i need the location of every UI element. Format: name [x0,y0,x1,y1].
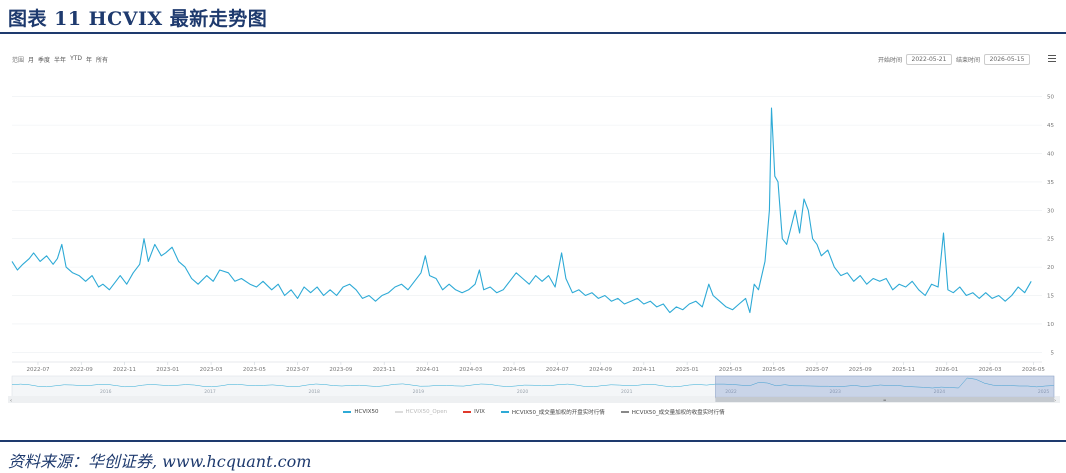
legend-item-hcvix50[interactable]: HCVIX50 [343,408,379,416]
x-tick-label: 2022-07 [26,367,49,373]
x-tick-label: 2024-11 [632,367,655,373]
x-tick-label: 2025-11 [892,367,915,373]
x-tick-label: 2023-01 [156,367,179,373]
y-tick-label: 25 [1047,237,1054,243]
source-rule [0,440,1066,442]
navigator-year-label: 2025 [1038,389,1050,395]
x-tick-label: 2025-09 [849,367,872,373]
x-tick-label: 2024-03 [459,367,482,373]
navigator-year-label: 2017 [204,389,216,395]
range-button-all[interactable]: 所有 [96,57,109,64]
legend-swatch [343,411,352,413]
scrollbar-grip[interactable]: ≡ [883,398,886,403]
x-tick-label: 2024-09 [589,367,612,373]
end-date-input[interactable]: 2026-05-15 [984,54,1030,65]
navigator-year-label: 2024 [934,389,946,395]
scroll-left-arrow[interactable]: ‹ [10,398,12,404]
legend-item-vw-close[interactable]: HCVIX50_成交量加权的收盘实时行情 [620,408,725,416]
navigator-selection[interactable] [715,375,1055,399]
legend-swatch [463,411,472,413]
x-tick-label: 2025-05 [762,367,785,373]
legend: HCVIX50 HCVIX50_Open IVIX HCVIX50_成交量加权的… [8,408,1060,416]
x-tick-label: 2022-09 [70,367,93,373]
x-tick-label: 2025-07 [805,367,828,373]
legend-swatch [394,411,403,413]
legend-item-hcvix50-open[interactable]: HCVIX50_Open [394,408,448,416]
y-tick-label: 15 [1047,294,1054,300]
x-tick-label: 2023-03 [200,367,223,373]
range-button-ytd[interactable]: YTD [70,55,83,62]
navigator-scrollbar-thumb[interactable] [715,397,1054,402]
hamburger-menu-icon[interactable] [1048,55,1056,63]
scroll-right-arrow[interactable]: › [1054,398,1056,404]
range-label: 范围 [12,57,25,64]
x-tick-label: 2024-07 [546,367,569,373]
legend-label: HCVIX50_成交量加权的开盘实时行情 [511,410,605,416]
legend-swatch [500,411,509,413]
navigator-year-label: 2019 [413,389,425,395]
y-tick-label: 35 [1047,180,1054,186]
source-note: 资料来源：华创证券, www.hcquant.com [8,452,312,471]
chart-panel: 范围 月 季度 半年 YTD 年 所有 开始时间 2022-05-21 结束时间… [8,46,1060,432]
title-rule [0,32,1066,34]
navigator-year-label: 2016 [100,389,112,395]
legend-label: IVIX [474,409,485,415]
y-tick-label: 30 [1047,208,1054,214]
y-tick-label: 20 [1047,265,1054,271]
start-date-input[interactable]: 2022-05-21 [905,54,952,65]
legend-swatch [620,411,629,413]
x-tick-label: 2025-01 [676,367,699,373]
series-line-hcvix50 [11,107,1032,314]
y-tick-label: 45 [1047,123,1054,129]
y-tick-label: 5 [1051,350,1055,356]
navigator-series-line [11,377,1055,389]
x-tick-label: 2023-05 [243,367,266,373]
x-tick-label: 2022-11 [113,367,136,373]
x-tick-label: 2023-11 [373,367,396,373]
legend-item-ivix[interactable]: IVIX [463,408,485,416]
figure-title: 图表 11 HCVIX 最新走势图 [8,8,268,30]
navigator-year-label: 2018 [308,389,320,395]
range-button-quarter[interactable]: 季度 [38,57,51,64]
legend-label: HCVIX50_Open [405,409,448,415]
end-date-label: 结束时间 [955,57,980,64]
x-tick-label: 2024-01 [416,367,439,373]
legend-label: HCVIX50_成交量加权的收盘实时行情 [631,410,725,416]
start-date-label: 开始时间 [877,57,902,64]
navigator-year-label: 2021 [621,389,633,395]
x-tick-label: 2023-09 [329,367,352,373]
range-button-month[interactable]: 月 [28,57,35,64]
legend-item-vw-open[interactable]: HCVIX50_成交量加权的开盘实时行情 [500,408,605,416]
range-button-year[interactable]: 年 [86,57,93,64]
navigator-scrollbar[interactable] [8,396,1060,403]
range-button-half-year[interactable]: 半年 [54,57,67,64]
x-tick-label: 2026-03 [979,367,1002,373]
navigator-year-label: 2020 [517,389,529,395]
range-selector: 范围 月 季度 半年 YTD 年 所有 [12,55,108,64]
x-tick-label: 2024-05 [503,367,526,373]
x-tick-label: 2026-05 [1022,367,1045,373]
legend-label: HCVIX50 [354,409,379,415]
navigator-year-label: 2022 [725,389,737,395]
date-range-inputs: 开始时间 2022-05-21 结束时间 2026-05-15 [878,54,1030,65]
navigator-year-label: 2023 [829,389,841,395]
x-tick-label: 2026-01 [935,367,958,373]
x-tick-label: 2025-03 [719,367,742,373]
y-tick-label: 40 [1047,152,1054,158]
x-tick-label: 2023-07 [286,367,309,373]
y-tick-label: 10 [1047,322,1054,328]
y-tick-label: 50 [1047,95,1054,101]
